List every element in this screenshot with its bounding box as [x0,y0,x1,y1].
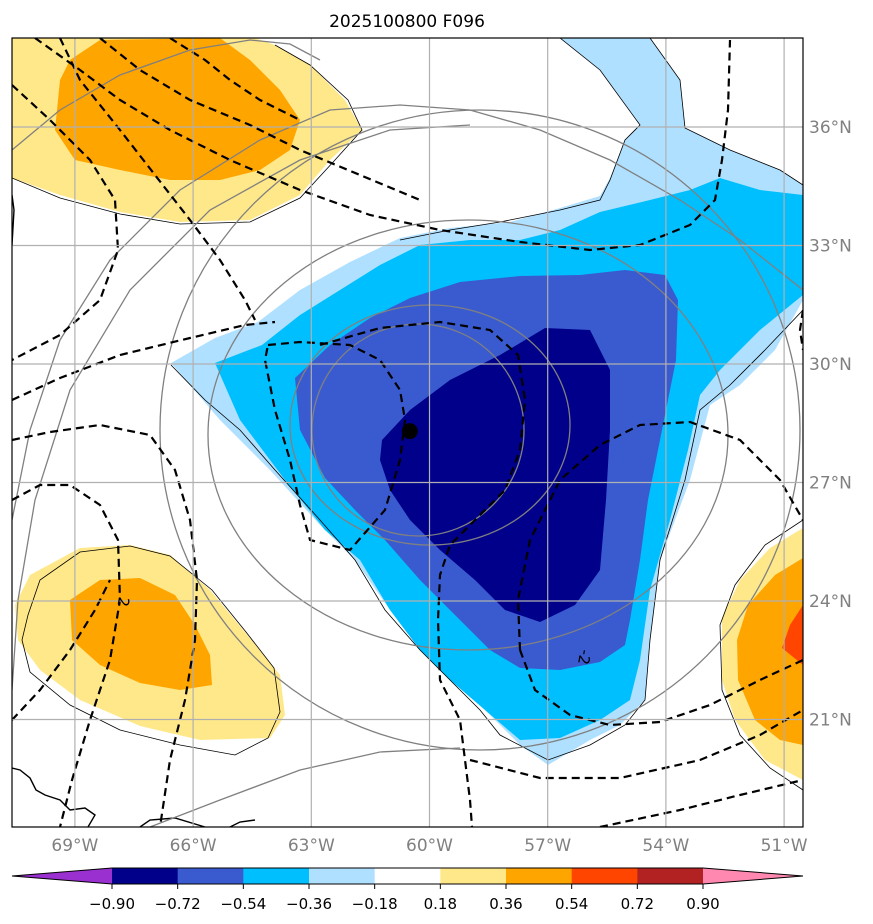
fill-pos-036-e [737,558,803,745]
gray-contour-1 [311,323,525,537]
lat-tick-label: 30°N [809,355,852,375]
colorbar-bin [571,868,638,884]
colorbar-bin [177,868,244,884]
colorbar-bin [637,868,704,884]
lon-tick-label: 60°W [406,836,453,856]
colorbar-bin [112,868,179,884]
dashed-6 [12,320,276,401]
contour-label: 2 [113,596,132,609]
colorbar-tick-label: 0.72 [621,895,654,913]
gridlines [12,38,803,827]
gray-contour-8 [149,747,461,827]
colorbar-tick-label: −0.18 [352,895,398,913]
fill-pos-036-sw [70,578,212,690]
lat-tick-label: 33°N [809,237,852,257]
dashed-4 [12,84,120,361]
fill-pos-054-e [782,605,803,665]
outline-pos-nw [12,44,363,225]
map-title: 2025100800 F096 [329,12,485,32]
lat-tick-label: 27°N [809,474,852,494]
lon-tick-label: 63°W [288,836,335,856]
fill-neg-072 [380,328,610,622]
dashed-storm [263,340,407,552]
lat-tick-label: 36°N [809,118,852,138]
dashed-2 [99,38,421,202]
colorbar-bin [309,868,376,884]
lon-tick-label: 66°W [170,836,217,856]
contour-labels: 2 -2 [113,596,594,666]
colorbar-tick-label: −0.72 [155,895,201,913]
dashed-15 [798,309,803,351]
dashed-10 [319,320,527,827]
outline-neg-north [399,38,641,241]
latitude-labels: 36°N 33°N 30°N 27°N 24°N 21°N [809,118,852,731]
dashed-7 [12,423,199,827]
longitude-labels: 69°W 66°W 63°W 60°W 57°W 54°W 51°W [51,836,807,856]
dashed-12 [518,649,803,727]
gray-contour-6 [12,124,471,691]
dashed-11 [516,420,803,651]
colorbar-bin [440,868,507,884]
dashed-contours [12,38,803,827]
dashed-1 [34,38,732,252]
outline-pos-e [719,519,803,791]
dashed-8 [12,483,122,827]
colorbar-tick-label: 0.90 [686,895,719,913]
colorbar-bin [374,868,441,884]
dashed-14 [599,778,803,827]
colorbar-tick-label: −0.54 [220,895,266,913]
filled-contours [12,38,803,780]
dashed-5 [59,38,256,321]
lat-tick-label: 24°N [809,592,852,612]
map-frame [11,37,804,828]
dashed-9 [12,579,111,721]
map-area: 2 -2 [12,38,803,827]
lon-tick-label: 69°W [51,836,98,856]
colorbar-extend-high [703,868,803,884]
lon-tick-label: 57°W [524,836,571,856]
coastline [12,194,256,827]
colorbar: −0.90 −0.72 −0.54 −0.36 −0.18 0.18 0.36 0.54 0.7… [11,867,804,913]
lon-tick-label: 51°W [761,836,808,856]
fill-pos-036-nw [55,38,300,180]
colorbar-bin [506,868,573,884]
outline-pos-sw [21,545,281,756]
colorbar-bin [243,868,310,884]
storm-center-marker [401,423,418,440]
lat-tick-label: 21°N [809,711,852,731]
colorbar-tick-label: −0.36 [286,895,332,913]
contour-label: -2 [574,648,594,666]
colorbar-extend-low [12,868,112,884]
colorbar-tick-label: 0.54 [555,895,588,913]
colorbar-tick-label: −0.90 [89,895,135,913]
lon-tick-label: 54°W [642,836,689,856]
colorbar-tick-label: 0.36 [489,895,522,913]
gray-contour-4 [159,109,801,751]
colorbar-tick-label: 0.18 [424,895,457,913]
gray-contour-7 [12,39,321,151]
gray-contours [12,39,803,827]
